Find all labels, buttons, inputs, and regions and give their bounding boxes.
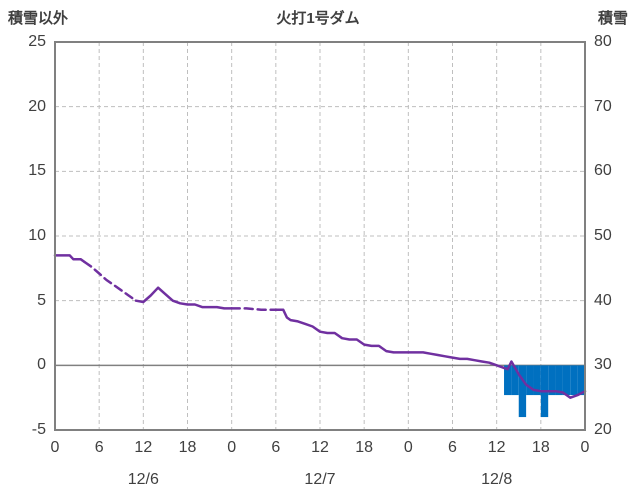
x-axis-tick-label: 12 [487, 439, 506, 456]
x-axis-tick-label: 6 [94, 439, 104, 456]
chart-title: 火打1号ダム [276, 10, 360, 27]
x-axis-tick-label: 12 [311, 439, 329, 456]
date-label: 12/6 [127, 471, 159, 488]
left-axis-tick-label: 15 [28, 162, 46, 180]
right-axis-tick-label: 40 [594, 291, 612, 309]
x-axis-tick-label: 18 [355, 439, 374, 456]
snow-bar [555, 365, 563, 396]
left-axis-tick-label: 10 [28, 227, 46, 244]
data-line-segment [53, 254, 86, 264]
data-line-segment [230, 307, 278, 311]
snow-bar [511, 365, 519, 396]
x-axis-tick-label: 18 [531, 439, 550, 456]
snow-bar [577, 365, 585, 396]
x-axis-tick-label: 12 [134, 439, 153, 456]
right-axis-tick-label: 30 [594, 356, 612, 374]
right-axis-tick-label: 60 [594, 162, 612, 180]
x-axis-tick-label: 6 [448, 439, 457, 456]
snow-bar [562, 365, 571, 396]
right-axis-tick-label: 70 [594, 97, 612, 115]
date-label: 12/8 [481, 471, 513, 488]
data-line-segment [134, 286, 233, 310]
left-axis-tick-label: 25 [28, 33, 46, 50]
snow-bar [548, 365, 556, 396]
snow-bar [570, 365, 578, 396]
left-axis-tick-label: 0 [37, 356, 46, 374]
snow-bar [526, 365, 534, 396]
x-axis-tick-label: 0 [403, 439, 413, 456]
right-axis-tick-label: 80 [594, 33, 612, 50]
x-axis-tick-label: 18 [178, 439, 197, 456]
plot-border [54, 41, 586, 431]
left-axis-title: 積雪以外 [8, 10, 69, 27]
snow-bar [504, 365, 512, 396]
left-axis-tick-label: 20 [28, 97, 46, 115]
snow-bar [518, 365, 527, 418]
data-line-segment [83, 260, 138, 302]
left-axis-tick-label: 5 [37, 291, 46, 309]
date-label: 12/7 [304, 471, 336, 488]
snow-bar [533, 365, 541, 396]
right-axis-tick-label: 50 [594, 227, 612, 244]
left-axis-tick-label: -5 [31, 421, 46, 438]
x-axis-tick-label: 6 [271, 439, 281, 456]
x-axis-tick-label: 0 [50, 439, 60, 456]
data-line-segment [274, 308, 587, 399]
right-axis-title: 積雪 [597, 10, 628, 27]
x-axis-tick-label: 0 [227, 439, 237, 456]
x-axis-tick-label: 0 [580, 439, 590, 456]
right-axis-tick-label: 20 [594, 421, 612, 438]
